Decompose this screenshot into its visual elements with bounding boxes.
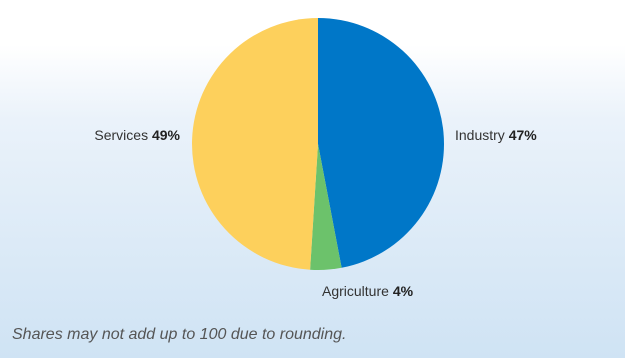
agriculture-value-label: 4% <box>392 283 414 299</box>
industry-value-label: 47% <box>508 127 537 143</box>
industry-slice-label: Industry 47% <box>455 127 537 143</box>
services-name: Services <box>94 127 149 143</box>
agriculture-name: Agriculture <box>322 283 389 299</box>
industry-name: Industry <box>455 127 505 143</box>
services-slice <box>192 18 318 270</box>
services-value-label: 49% <box>151 127 180 143</box>
industry-slice <box>318 18 445 268</box>
footnote: Shares may not add up to 100 due to roun… <box>12 326 347 343</box>
agriculture-slice-label: Agriculture 4% <box>322 283 413 299</box>
agriculture-slice <box>310 144 342 270</box>
services-slice-label: Services 49% <box>94 127 180 143</box>
